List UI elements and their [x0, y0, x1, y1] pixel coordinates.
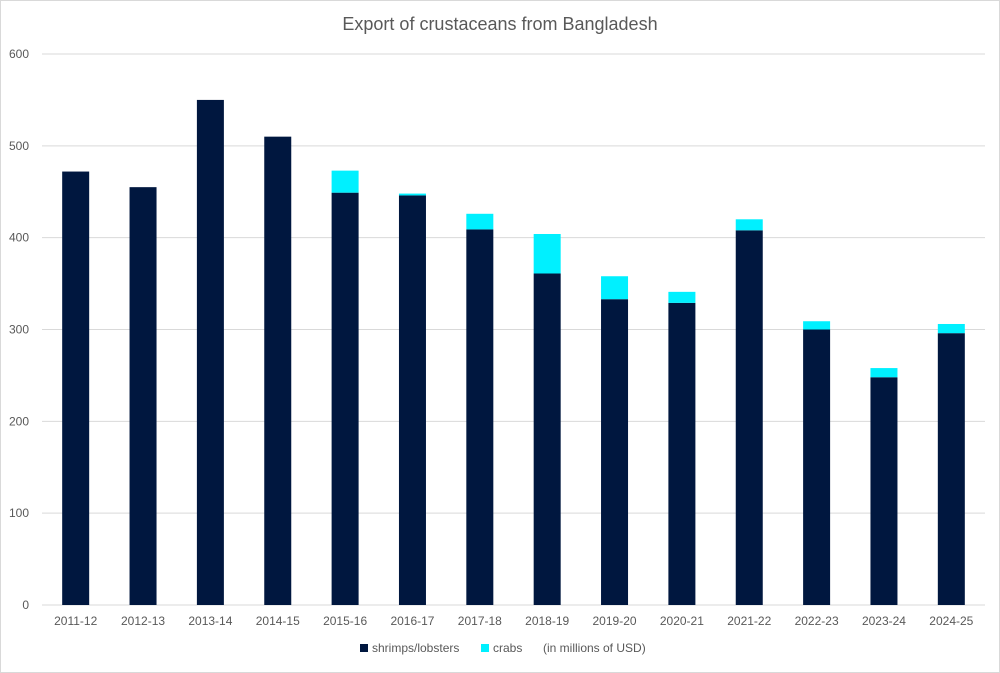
bar-crabs-2016-17	[398, 193, 426, 196]
y-tick-label: 0	[22, 598, 29, 612]
bar-crabs-2024-25	[937, 323, 965, 334]
legend-label-crabs: crabs	[493, 641, 522, 655]
bar-shrimps-lobsters-2014-15	[264, 136, 292, 605]
x-tick-label: 2014-15	[256, 614, 300, 628]
y-tick-label: 400	[9, 231, 29, 245]
bar-shrimps-lobsters-2018-19	[533, 273, 561, 605]
bar-crabs-2019-20	[601, 276, 629, 300]
bar-shrimps-lobsters-2019-20	[601, 299, 629, 605]
bar-crabs-2018-19	[533, 233, 561, 274]
x-tick-label: 2024-25	[929, 614, 973, 628]
bar-shrimps-lobsters-2017-18	[466, 229, 494, 605]
bar-crabs-2022-23	[803, 321, 831, 330]
bar-crabs-2020-21	[668, 291, 696, 303]
bar-shrimps-lobsters-2020-21	[668, 302, 696, 605]
y-tick-label: 600	[9, 47, 29, 61]
bar-shrimps-lobsters-2016-17	[398, 195, 426, 605]
bars	[62, 99, 965, 606]
bar-shrimps-lobsters-2021-22	[735, 230, 763, 605]
gridlines	[42, 53, 985, 606]
bar-shrimps-lobsters-2023-24	[870, 377, 898, 605]
x-tick-label: 2022-23	[795, 614, 839, 628]
bar-shrimps-lobsters-2012-13	[129, 187, 157, 606]
x-axis-ticks: 2011-12 2012-13 2013-14 2014-15 2015-16 2016-…	[54, 614, 974, 628]
x-tick-label: 2016-17	[390, 614, 434, 628]
legend-unit-note: (in millions of USD)	[543, 641, 646, 655]
x-tick-label: 2023-24	[862, 614, 906, 628]
bar-crabs-2015-16	[331, 170, 359, 193]
x-tick-label: 2015-16	[323, 614, 367, 628]
legend-swatch-crabs	[481, 644, 489, 652]
x-tick-label: 2017-18	[458, 614, 502, 628]
legend-swatch-shrimps-lobsters	[360, 644, 368, 652]
bar-crabs-2023-24	[870, 368, 898, 378]
bar-shrimps-lobsters-2024-25	[937, 333, 965, 605]
bar-crabs-2021-22	[735, 219, 763, 231]
y-tick-label: 500	[9, 139, 29, 153]
bar-shrimps-lobsters-2015-16	[331, 192, 359, 605]
bar-shrimps-lobsters-2013-14	[196, 99, 224, 606]
x-tick-label: 2013-14	[188, 614, 232, 628]
bar-shrimps-lobsters-2022-23	[803, 329, 831, 605]
y-tick-label: 300	[9, 323, 29, 337]
y-axis-ticks: 0 100 200 300 400 500 600	[9, 47, 29, 612]
x-tick-label: 2020-21	[660, 614, 704, 628]
x-tick-label: 2021-22	[727, 614, 771, 628]
x-tick-label: 2012-13	[121, 614, 165, 628]
legend: shrimps/lobsters crabs (in millions of U…	[360, 641, 646, 655]
x-tick-label: 2018-19	[525, 614, 569, 628]
legend-label-shrimps-lobsters: shrimps/lobsters	[372, 641, 459, 655]
bar-shrimps-lobsters-2011-12	[62, 171, 90, 605]
x-tick-label: 2019-20	[593, 614, 637, 628]
y-tick-label: 200	[9, 414, 29, 428]
y-tick-label: 100	[9, 506, 29, 520]
x-tick-label: 2011-12	[54, 614, 97, 628]
bar-crabs-2017-18	[466, 213, 494, 230]
chart-title: Export of crustaceans from Bangladesh	[342, 14, 657, 34]
